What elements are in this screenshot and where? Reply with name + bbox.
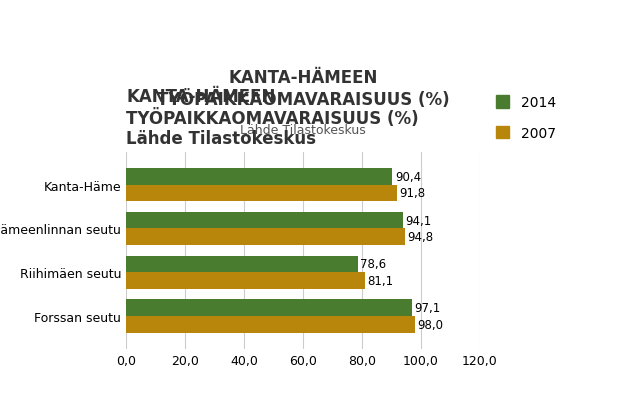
Text: 91,8: 91,8: [399, 187, 425, 200]
Text: 97,1: 97,1: [415, 301, 440, 314]
Text: 94,8: 94,8: [408, 231, 434, 243]
Text: 98,0: 98,0: [417, 318, 443, 331]
Bar: [126, 185, 396, 202]
Bar: [126, 168, 392, 185]
Bar: [126, 272, 365, 289]
Text: KANTA-HÄMEEN
TYÖPAIKKAОMAVARAISUUS (%): KANTA-HÄMEEN TYÖPAIKKAОMAVARAISUUS (%): [156, 69, 449, 109]
Text: 90,4: 90,4: [395, 170, 421, 183]
Bar: [126, 300, 412, 316]
Bar: [126, 256, 358, 272]
Text: 94,1: 94,1: [406, 214, 432, 227]
Bar: [126, 229, 405, 245]
Text: Lähde Tilastokeskus: Lähde Tilastokeskus: [240, 124, 366, 137]
Bar: [126, 316, 415, 333]
Bar: [126, 212, 403, 229]
Legend: 2014, 2007: 2014, 2007: [490, 91, 561, 146]
Text: 78,6: 78,6: [360, 258, 386, 271]
Text: 81,1: 81,1: [367, 274, 394, 287]
Text: KANTA-HÄMEEN
TYÖPAIKKAОMAVARAISUUS (%)
Lähde Tilastokeskus: KANTA-HÄMEEN TYÖPAIKKAОMAVARAISUUS (%) L…: [126, 87, 419, 148]
